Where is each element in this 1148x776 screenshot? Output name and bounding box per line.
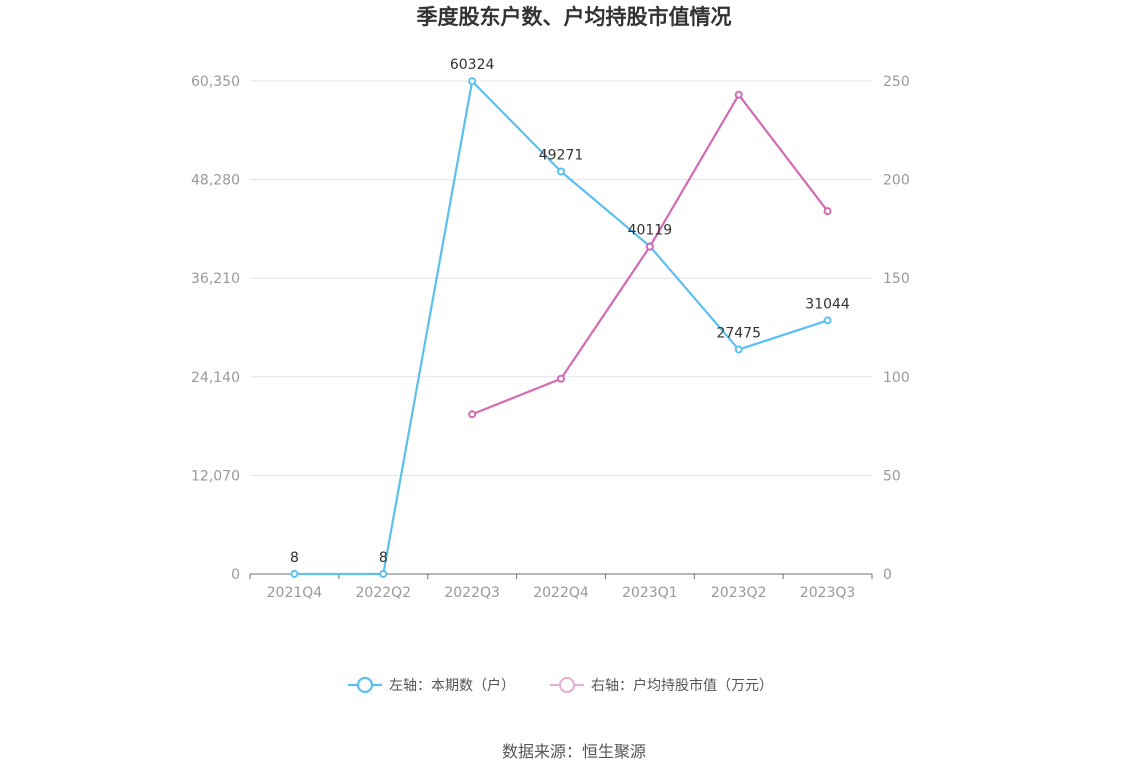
legend-item-right-axis: 右轴：户均持股市值（万元） xyxy=(550,676,773,694)
right-axis-tick-label: 50 xyxy=(883,468,901,484)
legend-label: 左轴：本期数（户） xyxy=(389,677,515,694)
avg-holding-value-point xyxy=(734,90,743,99)
shareholder-count-point xyxy=(379,569,388,578)
left-axis-tick-label: 0 xyxy=(231,567,240,583)
right-axis-tick-label: 0 xyxy=(883,567,892,583)
shareholder-count-point xyxy=(468,77,477,86)
legend-marker-icon xyxy=(558,676,576,694)
avg-holding-value-point xyxy=(557,374,565,383)
chart-title: 季度股东户数、户均持股市值情况 xyxy=(417,5,732,29)
right-axis-tick-label: 250 xyxy=(883,74,910,90)
left-axis-tick-label: 12,070 xyxy=(191,468,240,484)
legend: 左轴：本期数（户） 右轴：户均持股市值（万元） xyxy=(348,676,773,694)
left-axis-tick-label: 36,210 xyxy=(191,271,240,287)
data-label: 49271 xyxy=(539,148,584,164)
left-axis-tick-label: 24,140 xyxy=(191,370,240,386)
data-label: 8 xyxy=(379,550,388,566)
shareholder-count-point xyxy=(734,345,743,354)
x-axis-tick-label: 2021Q4 xyxy=(267,585,323,601)
legend-item-left-axis: 左轴：本期数（户） xyxy=(348,676,515,694)
left-axis-tick-label: 48,280 xyxy=(191,173,240,189)
data-label: 60324 xyxy=(450,57,495,73)
avg-holding-value-point xyxy=(468,410,477,419)
x-axis-tick-label: 2023Q2 xyxy=(711,585,767,601)
shareholder-count-point xyxy=(823,316,832,325)
data-label: 31044 xyxy=(805,296,850,312)
legend-label: 右轴：户均持股市值（万元） xyxy=(591,677,773,694)
avg-holding-value-point xyxy=(823,207,832,216)
legend-marker-icon xyxy=(356,676,374,694)
avg-holding-value-point xyxy=(645,242,654,251)
right-axis-tick-label: 100 xyxy=(883,370,910,386)
x-axis-tick-label: 2023Q3 xyxy=(800,585,856,601)
right-axis-tick-label: 150 xyxy=(883,271,910,287)
shareholder-count-point xyxy=(557,167,565,176)
series-layer xyxy=(290,77,832,578)
data-label: 40119 xyxy=(628,222,673,238)
avg-holding-value-line xyxy=(471,93,829,416)
data-label: 27475 xyxy=(716,326,761,342)
grid-layer xyxy=(250,80,872,476)
source-note: 数据来源：恒生聚源 xyxy=(502,742,646,761)
right-axis-tick-label: 200 xyxy=(883,173,910,189)
x-axis-tick-label: 2023Q1 xyxy=(622,585,678,601)
shareholder-count-point xyxy=(290,569,299,578)
left-axis-tick-label: 60,350 xyxy=(191,74,240,90)
data-label: 8 xyxy=(290,550,299,566)
x-axis-tick-label: 2022Q3 xyxy=(444,585,500,601)
axis-layer: 0 0 12,070 50 24,140 100 36,210 150 48,280 200 60,… xyxy=(191,74,910,601)
x-axis-tick-label: 2022Q2 xyxy=(356,585,412,601)
data-label-layer: 8 8 60324 49271 40119 27475 31044 xyxy=(290,57,850,566)
x-axis-tick-label: 2022Q4 xyxy=(533,585,589,601)
